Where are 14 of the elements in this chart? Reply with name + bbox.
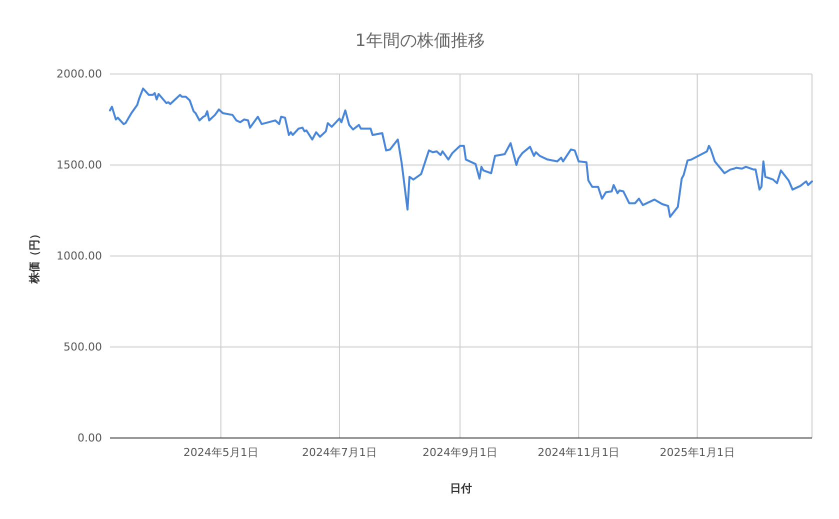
line-series (109, 88, 813, 218)
x-tick-label: 2024年5月1日 (183, 446, 258, 459)
y-tick-label: 1000.00 (56, 250, 102, 263)
y-axis-title: 株価（円） (28, 228, 41, 284)
y-tick-label: 1500.00 (56, 158, 102, 172)
x-axis-title: 日付 (450, 482, 472, 495)
x-tick-label: 2024年11月1日 (538, 446, 620, 459)
x-tick-label: 2024年7月1日 (302, 446, 377, 459)
x-tick-label: 2025年1月1日 (660, 446, 735, 459)
y-tick-label: 500.00 (64, 340, 102, 354)
chart-title: 1年間の株価推移 (355, 31, 485, 51)
y-tick-label: 0.00 (78, 432, 102, 445)
y-tick-label: 2000.00 (56, 68, 102, 81)
x-tick-label: 2024年9月1日 (422, 446, 498, 459)
